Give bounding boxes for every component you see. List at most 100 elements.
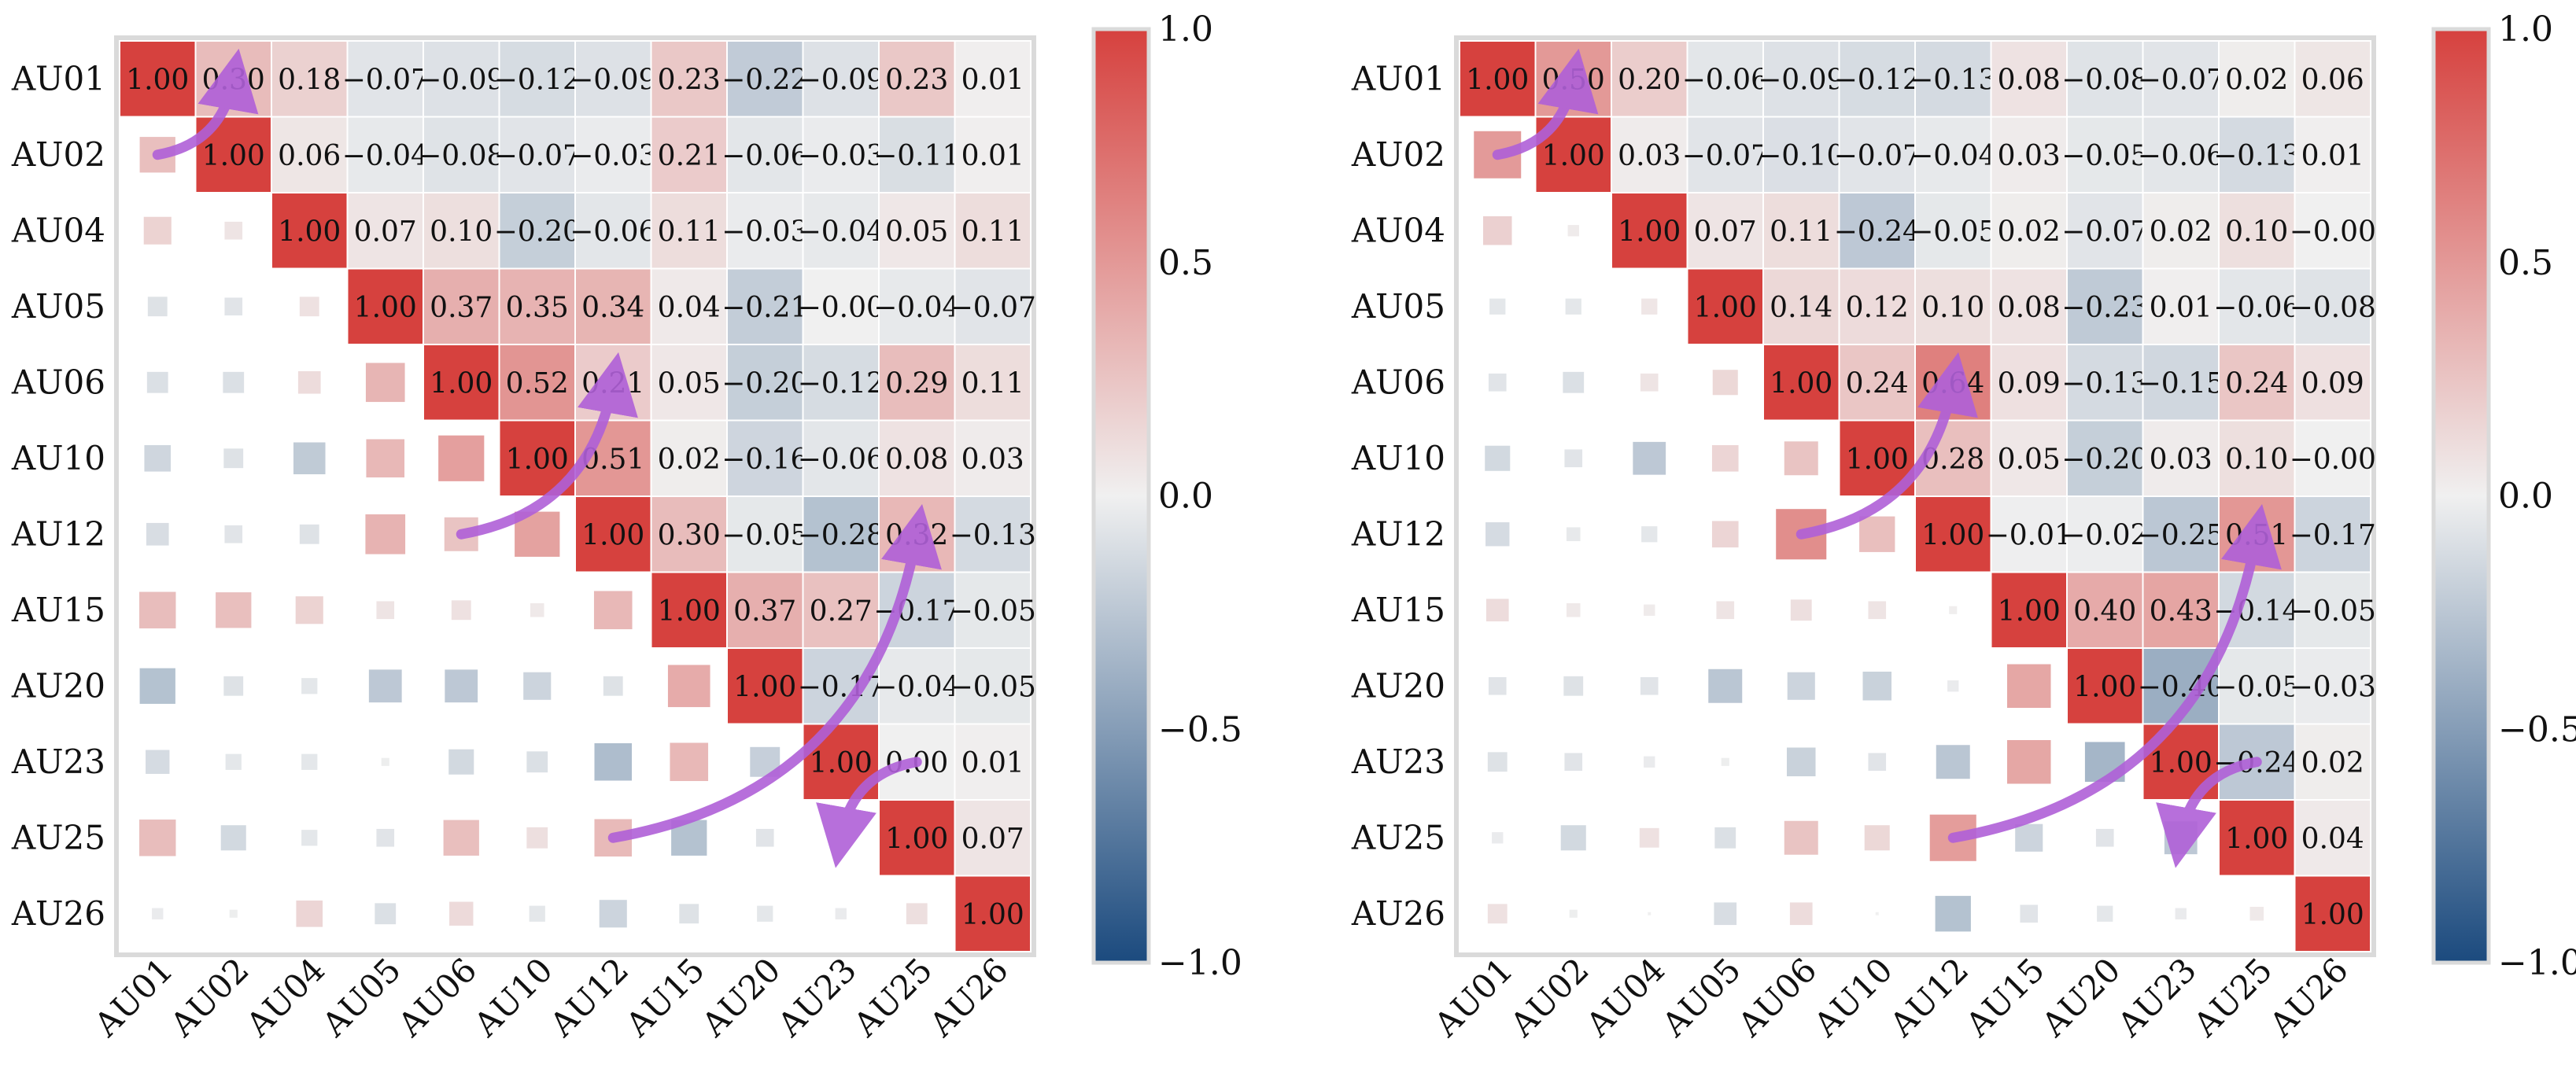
magnitude-square — [1487, 904, 1508, 924]
x-tick-label: AU25 — [846, 950, 940, 1044]
cell-value-label: 0.02 — [2150, 216, 2212, 248]
magnitude-square — [297, 370, 321, 394]
heatmap-cell — [954, 344, 1032, 422]
cell-value-label: 0.01 — [961, 747, 1024, 779]
magnitude-square — [1640, 676, 1659, 695]
cell-value-label: 1.00 — [961, 899, 1024, 931]
magnitude-square — [670, 742, 709, 782]
heatmap-cell — [726, 647, 804, 725]
heatmap-cell — [650, 571, 728, 649]
heatmap-cell — [650, 40, 728, 118]
heatmap-cell — [2142, 344, 2220, 422]
magnitude-square — [224, 297, 243, 316]
heatmap-cell — [954, 116, 1032, 193]
cell-value-label: 0.01 — [2150, 292, 2212, 324]
magnitude-square — [139, 591, 176, 628]
cell-value-label: 1.00 — [1921, 519, 1984, 551]
y-tick-label: AU04 — [11, 211, 105, 249]
cell-value-label: −0.08 — [2290, 292, 2376, 324]
magnitude-square — [1566, 602, 1581, 617]
cell-value-label: 0.52 — [506, 367, 569, 400]
x-tick-label: AU05 — [314, 950, 408, 1044]
y-tick-label: AU10 — [1351, 439, 1445, 477]
heatmap-cell — [650, 344, 728, 422]
colorbar — [1091, 27, 1151, 965]
y-tick-label: AU12 — [1351, 514, 1445, 553]
heatmap-cell — [1990, 267, 2068, 345]
magnitude-square — [1711, 521, 1739, 548]
magnitude-square — [2095, 828, 2114, 847]
heatmap-cell — [2218, 40, 2296, 118]
heatmap-cell — [1990, 344, 2068, 422]
magnitude-square — [381, 757, 389, 766]
y-tick-label: AU20 — [11, 666, 105, 705]
heatmap-cell — [1686, 40, 1764, 118]
magnitude-square — [301, 678, 318, 694]
cell-value-label: 1.00 — [1846, 444, 1909, 476]
cell-value-label: −0.05 — [950, 595, 1036, 628]
colorbar-tick-label: 0.5 — [2498, 243, 2553, 283]
magnitude-square — [1648, 912, 1652, 915]
y-tick-label: AU02 — [1351, 135, 1445, 174]
magnitude-square — [1789, 902, 1813, 926]
cell-value-label: −0.13 — [2061, 367, 2148, 400]
magnitude-square — [1714, 902, 1737, 926]
cell-value-label: −0.04 — [342, 140, 429, 172]
magnitude-square — [301, 753, 318, 770]
magnitude-square — [1708, 669, 1743, 703]
cell-value-label: 0.10 — [1921, 292, 1984, 324]
cell-value-label: −0.04 — [873, 292, 960, 324]
heatmap-cell — [1990, 495, 2068, 573]
magnitude-square — [1859, 516, 1895, 552]
cell-value-label: 0.07 — [354, 216, 417, 248]
cell-value-label: 0.07 — [1694, 216, 1757, 248]
magnitude-square — [530, 602, 544, 617]
cell-value-label: 0.04 — [658, 292, 721, 324]
x-tick-label: AU04 — [1578, 950, 1673, 1044]
heatmap-cell — [802, 344, 880, 422]
cell-value-label: −0.08 — [2061, 64, 2148, 96]
magnitude-square — [223, 676, 244, 696]
magnitude-square — [1868, 753, 1887, 772]
cell-value-label: 0.23 — [658, 64, 721, 96]
colorbar-tick-label: 1.0 — [2498, 9, 2553, 50]
cell-value-label: −0.07 — [2061, 216, 2148, 248]
magnitude-square — [146, 371, 168, 393]
cell-value-label: 0.29 — [885, 367, 948, 400]
heatmap-cell — [2294, 419, 2371, 497]
cell-value-label: 0.03 — [1998, 140, 2061, 172]
cell-value-label: 1.00 — [1466, 64, 1529, 96]
cell-value-label: 0.40 — [2073, 595, 2136, 628]
magnitude-square — [366, 439, 405, 478]
magnitude-square — [526, 827, 548, 849]
magnitude-square — [1787, 672, 1815, 700]
heatmap-cell — [878, 799, 956, 877]
cell-value-label: 0.18 — [278, 64, 341, 96]
heatmap-cell — [1762, 40, 1840, 118]
cell-value-label: 1.00 — [2301, 899, 2364, 931]
magnitude-square — [1644, 756, 1655, 768]
magnitude-square — [1563, 371, 1585, 393]
heatmap-cell — [2066, 192, 2144, 270]
cell-value-label: −0.06 — [2138, 140, 2224, 172]
heatmap-cell — [1990, 192, 2068, 270]
heatmap-cell — [574, 40, 652, 118]
magnitude-square — [1949, 606, 1958, 614]
cell-value-label: 0.09 — [2301, 367, 2364, 400]
heatmap-cell — [346, 192, 424, 270]
heatmap-cell — [954, 723, 1032, 801]
heatmap-cell — [1838, 344, 1916, 422]
y-tick-label: AU23 — [11, 742, 105, 781]
cell-value-label: −0.20 — [722, 367, 808, 400]
magnitude-square — [139, 820, 176, 856]
heatmap-cell — [1611, 116, 1688, 193]
cell-value-label: −0.13 — [1910, 64, 1996, 96]
cell-value-label: −0.20 — [494, 216, 581, 248]
y-tick-label: AU04 — [1351, 211, 1445, 249]
cell-value-label: 0.06 — [2301, 64, 2364, 96]
heatmap-panel-left: 1.00 0.30 0.18 −0.07−0.09−0.12−0.09 0.23 −0.2… — [11, 9, 1242, 1044]
cell-value-label: 0.11 — [1770, 216, 1832, 248]
magnitude-square — [593, 591, 633, 630]
cell-value-label: 0.08 — [1998, 292, 2061, 324]
magnitude-square — [224, 525, 243, 543]
